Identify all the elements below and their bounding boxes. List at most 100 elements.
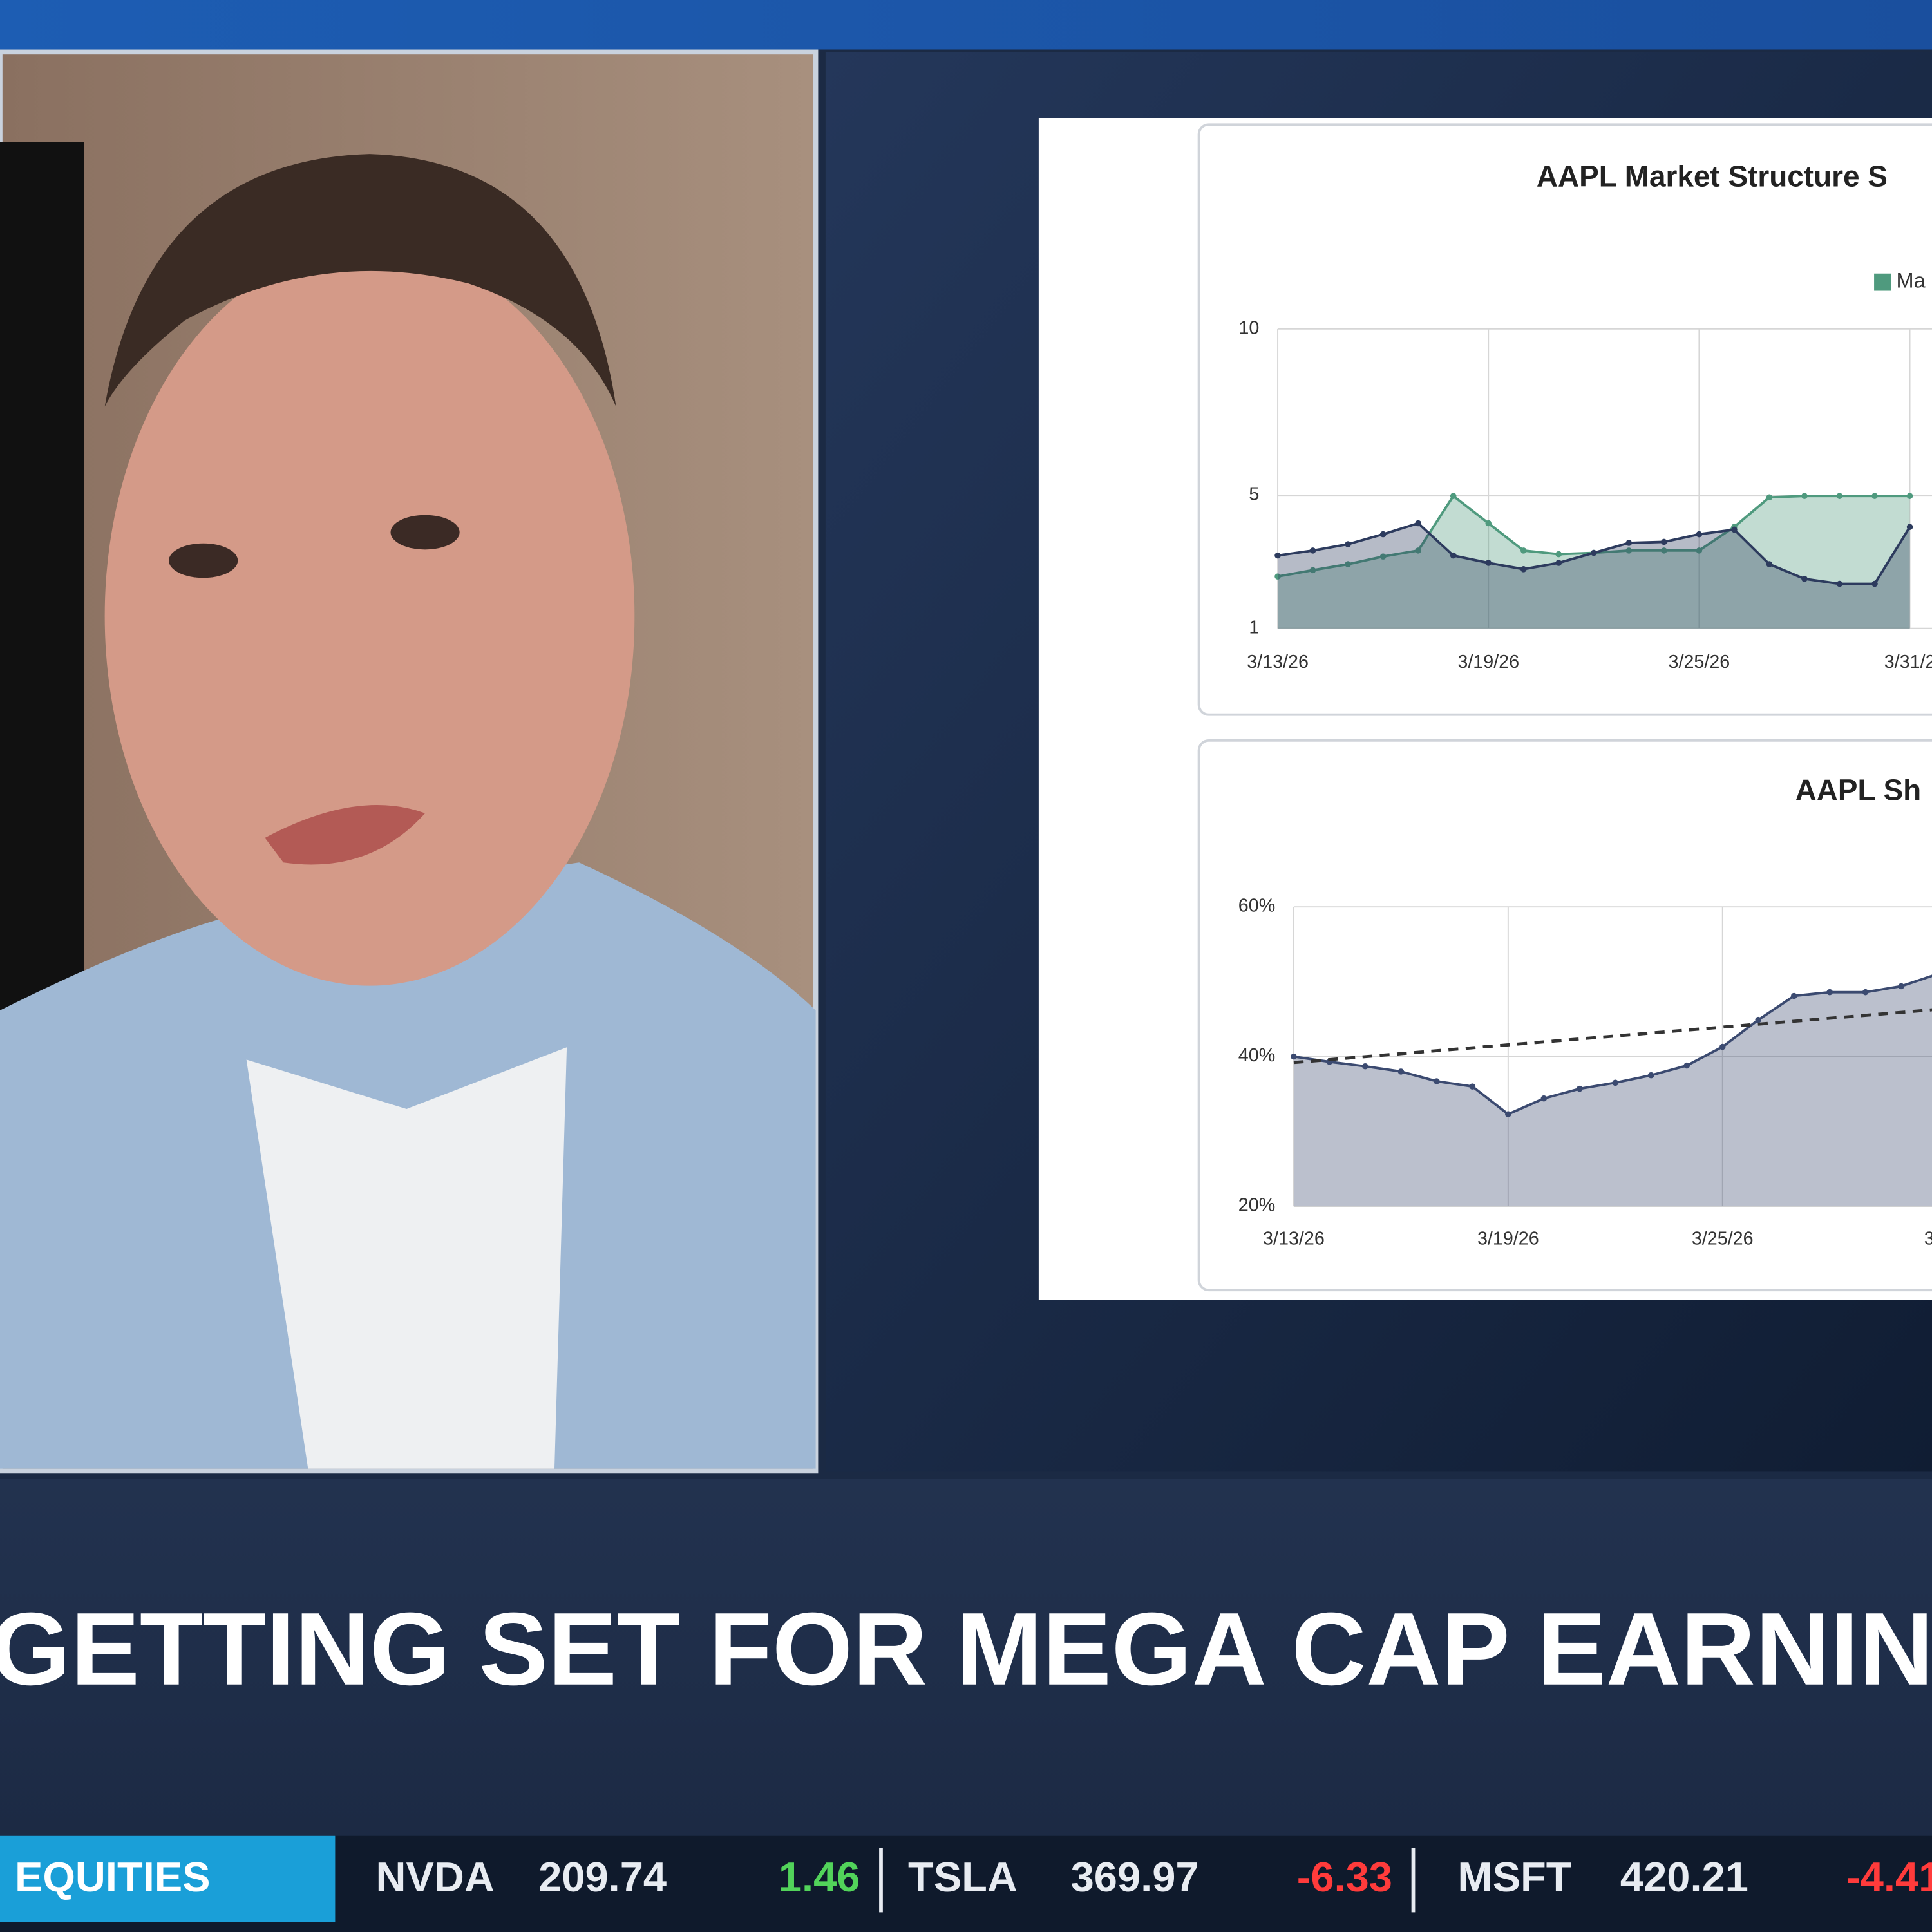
point xyxy=(1555,560,1562,566)
ticker-change: -4.41 xyxy=(1846,1853,1932,1900)
area xyxy=(1293,976,1932,1207)
point xyxy=(1485,560,1492,566)
point xyxy=(1731,526,1738,533)
headline: GETTING SET FOR MEGA CAP EARNING xyxy=(0,1592,1932,1707)
ticker-change: -6.33 xyxy=(1297,1853,1392,1900)
point xyxy=(1625,540,1633,546)
point xyxy=(1862,989,1869,996)
x-tick-label: 3/13/26 xyxy=(1247,652,1309,672)
y-tick-label: 40% xyxy=(1238,1045,1275,1066)
point xyxy=(1450,552,1457,559)
point xyxy=(1415,520,1421,527)
point xyxy=(1469,1083,1476,1090)
point xyxy=(1719,1043,1726,1050)
face xyxy=(104,246,635,986)
point xyxy=(1898,983,1904,990)
charts: AAPL Market Structure S 1 5 10 3/13/26 3/19/2… xyxy=(1238,160,1932,1249)
x-tick-label: 3/25/26 xyxy=(1692,1228,1754,1249)
lower-third xyxy=(0,1478,1932,1836)
point xyxy=(1871,580,1878,587)
point xyxy=(1625,547,1633,554)
point xyxy=(1291,1053,1297,1060)
point xyxy=(1434,1078,1440,1084)
x-tick-label: 3/19/26 xyxy=(1477,1228,1539,1249)
chart-card xyxy=(1197,739,1932,1292)
hair xyxy=(104,154,616,407)
point xyxy=(1801,493,1808,499)
point xyxy=(1591,549,1597,556)
y-tick-label: 1 xyxy=(1249,617,1259,638)
point xyxy=(1505,1111,1511,1117)
point xyxy=(1696,547,1703,554)
legend-swatch xyxy=(1874,273,1891,291)
x-tick-label: 3/31/2 xyxy=(1884,652,1932,672)
x-tick-label: 3/25/26 xyxy=(1669,652,1730,672)
point xyxy=(1766,494,1773,501)
point xyxy=(1871,493,1878,499)
point xyxy=(1397,1068,1405,1075)
y-tick-label: 20% xyxy=(1238,1195,1275,1216)
y-tick-label: 60% xyxy=(1238,896,1275,916)
mouth xyxy=(265,805,426,865)
point xyxy=(1612,1079,1619,1086)
ticker-change: 1.46 xyxy=(779,1853,860,1900)
point xyxy=(1826,989,1833,996)
ticker-items: NVDA 209.74 1.46 TSLA 369.97 -6.33 MSFT 420.21 -… xyxy=(376,1848,1932,1913)
point xyxy=(1345,541,1351,547)
point xyxy=(1683,1062,1690,1069)
point xyxy=(1345,561,1351,567)
point xyxy=(1555,551,1562,558)
point xyxy=(1520,566,1527,573)
point xyxy=(1450,493,1457,499)
point xyxy=(1540,1095,1548,1102)
point xyxy=(1274,573,1281,580)
point xyxy=(1415,547,1421,554)
point xyxy=(1379,531,1387,538)
x-tick-label: 3/13/26 xyxy=(1263,1228,1325,1249)
x-tick-label: 3/19/26 xyxy=(1457,652,1519,672)
ticker-symbol: TSLA xyxy=(908,1853,1018,1900)
point xyxy=(1661,538,1667,545)
point xyxy=(1906,493,1913,499)
ticker-price: 369.97 xyxy=(1071,1853,1199,1900)
chart-title: AAPL Market Structure S xyxy=(1537,160,1888,193)
point xyxy=(1836,580,1843,587)
point xyxy=(1309,547,1316,554)
point xyxy=(1485,520,1492,527)
eye xyxy=(169,543,238,578)
video-panel xyxy=(0,49,819,1474)
eye xyxy=(390,515,460,550)
point xyxy=(1309,567,1316,574)
point xyxy=(1801,576,1808,582)
point xyxy=(1379,553,1387,560)
point xyxy=(1661,547,1667,554)
point xyxy=(1766,561,1773,567)
top-bar xyxy=(0,0,1932,50)
point xyxy=(1274,552,1281,559)
y-tick-label: 10 xyxy=(1238,317,1259,338)
point xyxy=(1790,992,1797,999)
point xyxy=(1836,493,1843,499)
point xyxy=(1577,1085,1583,1092)
ticker-label: EQUITIES xyxy=(15,1853,211,1900)
ticker-symbol: NVDA xyxy=(376,1853,495,1900)
line xyxy=(1293,1008,1932,1065)
point xyxy=(1755,1016,1762,1023)
ticker-price: 209.74 xyxy=(538,1853,667,1900)
point xyxy=(1362,1063,1368,1070)
chart-card xyxy=(1197,123,1932,716)
undershirt xyxy=(246,1047,567,1469)
area xyxy=(1278,496,1910,629)
ticker-price: 420.21 xyxy=(1620,1853,1748,1900)
x-tick-label: 3/3 xyxy=(1924,1228,1932,1249)
y-tick-label: 5 xyxy=(1249,484,1259,505)
chart-title: AAPL Sh xyxy=(1795,773,1922,806)
dark-object xyxy=(0,142,84,1029)
point xyxy=(1647,1072,1654,1079)
ticker-symbol: MSFT xyxy=(1457,1853,1571,1900)
area xyxy=(1278,523,1910,629)
point xyxy=(1696,531,1703,538)
point xyxy=(1906,524,1913,530)
